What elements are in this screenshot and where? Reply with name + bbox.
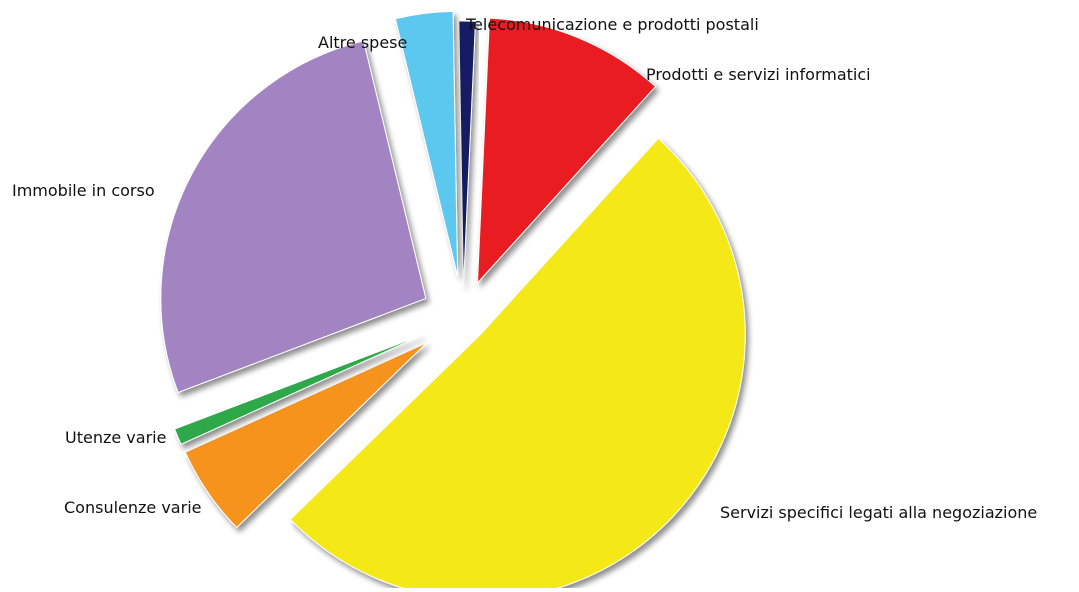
pie-slice-1 [458, 20, 476, 287]
slice-label-6: Immobile in corso [12, 181, 155, 200]
pie-slice-3 [289, 137, 746, 592]
pie-slice-7 [394, 10, 459, 277]
slice-label-2: Prodotti e servizi informatici [646, 65, 871, 84]
slice-label-7: Altre spese [318, 33, 407, 52]
pie-slices [160, 10, 746, 592]
pie-slice-5 [174, 334, 423, 446]
slice-label-5: Utenze varie [65, 428, 166, 447]
slice-label-3: Servizi specifici legati alla negoziazio… [720, 503, 1037, 522]
slice-label-4: Consulenze varie [64, 498, 201, 517]
slice-label-1: Telecomunicazione e prodotti postali [465, 15, 759, 34]
pie-slice-6 [160, 40, 427, 394]
pie-slice-2 [476, 17, 657, 285]
pie-slice-4 [184, 342, 427, 529]
pie-labels: Telecomunicazione e prodotti postali Prod… [12, 15, 1037, 522]
